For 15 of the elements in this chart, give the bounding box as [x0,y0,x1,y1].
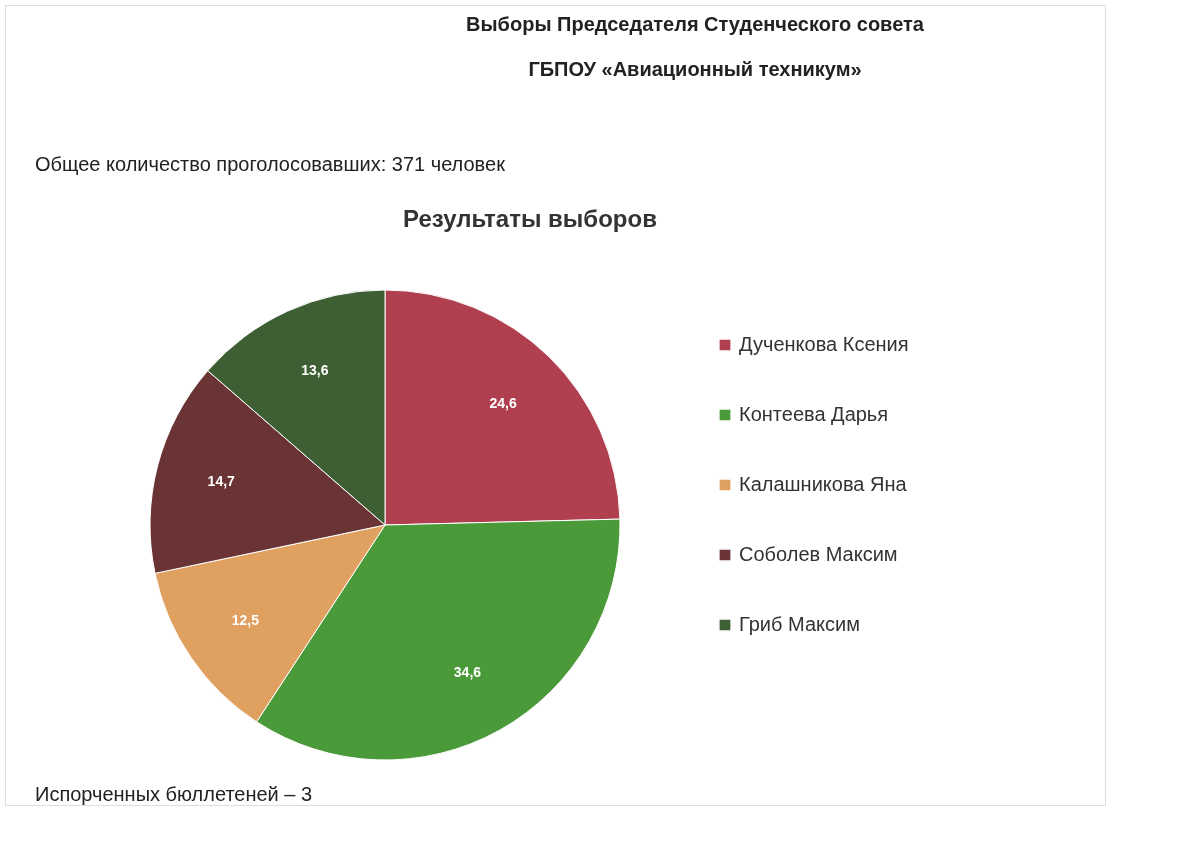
text: Выборы Председателя Студенческого совета [466,13,925,35]
legend-label: Дученкова Ксения [739,333,909,355]
data-label: 12,5 [231,611,260,628]
data-label: 13,6 [301,362,329,379]
data-label: 24,6 [489,394,517,411]
text: Испорченных бюллетеней – 3 [35,783,313,805]
chart-title: Результаты выборов [403,205,657,232]
legend-label: Калашникова Яна [739,473,908,495]
data-label: 14,7 [207,473,236,490]
text: ГБПОУ «Авиационный техникум» [528,58,862,80]
data-label: 34,6 [453,663,482,680]
legend-label: Гриб Максим [739,613,860,635]
text: Общее количество проголосовавших: 371 человек [35,153,506,175]
legend-label: Соболев Максим [739,543,898,565]
legend-label: Контеева Дарья [739,403,889,425]
